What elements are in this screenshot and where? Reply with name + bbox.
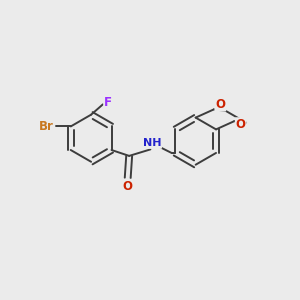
Text: O: O	[236, 118, 246, 131]
Text: O: O	[123, 180, 133, 193]
Text: O: O	[215, 98, 225, 111]
Text: F: F	[104, 96, 112, 110]
Text: Br: Br	[39, 120, 54, 133]
Text: NH: NH	[142, 138, 161, 148]
